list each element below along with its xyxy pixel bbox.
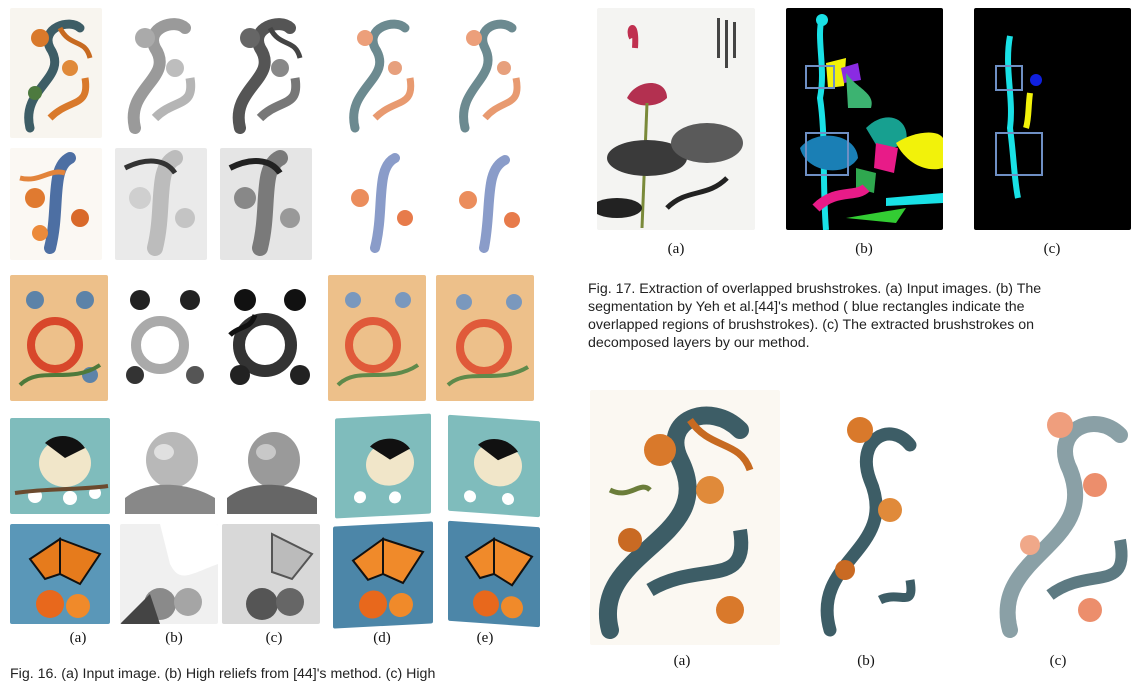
fig18-b-layer [800,400,930,645]
fig16-label-b: (b) [165,630,183,646]
fig16-r1-c-relief [220,8,312,138]
fig16-r5-d-result [333,521,433,629]
fig16-r4-a-chickadee-input [10,418,110,514]
fig17-caption-line-1: Fig. 17. Extraction of overlapped brushs… [588,281,1042,297]
fig16-r5-c-relief [222,524,320,624]
fig17-a-lotus-input [597,8,755,230]
fig16-r4-c-relief [222,418,320,514]
fig18-c-layer [990,395,1130,645]
fig17-label-c: (c) [1043,241,1061,257]
fig16-r4-d-result [335,413,431,519]
fig16-r1-a-rosemaling-input [10,8,102,138]
fig16-r2-a-rosemaling-input [10,148,102,260]
fig16-label-c: (c) [265,630,283,646]
fig17-label-a: (a) [667,241,685,257]
fig17-c-extracted [974,8,1131,230]
fig16-r5-e-result [448,520,540,628]
fig16-r3-e-result [436,275,534,401]
fig16-r2-b-relief [115,148,207,260]
fig16-r5-b-relief [120,524,218,624]
fig17-caption-line-3: overlapped regions of brushstrokes). (c)… [588,317,1035,333]
fig16-r5-a-butterfly-input [10,524,110,624]
fig16-r1-b-relief [115,8,207,138]
fig16-r3-c-relief [220,275,318,401]
fig18-label-b: (b) [857,653,875,669]
fig16-label-e: (e) [476,630,494,646]
fig16-r3-a-rosemaling-input [10,275,108,401]
fig16-label-a: (a) [69,630,87,646]
fig18-label-c: (c) [1049,653,1067,669]
fig16-r2-d-result [335,148,425,260]
fig16-label-d: (d) [373,630,391,646]
fig18-label-a: (a) [673,653,691,669]
fig16-r3-d-result [328,275,426,401]
fig16-r2-e-result [440,148,530,260]
fig16-r2-c-relief [220,148,312,260]
fig16-r1-e-result [440,8,530,138]
fig17-caption-line-2: segmentation by Yeh et al.[44]'s method … [588,299,1025,315]
fig16-r3-b-relief [115,275,213,401]
fig17-caption: Fig. 17. Extraction of overlapped brushs… [588,280,1136,352]
fig17-label-b: (b) [855,241,873,257]
fig16-r4-e-result [448,414,540,518]
fig17-b-segmentation [786,8,943,230]
fig17-caption-line-4: decomposed layers by our method. [588,335,810,351]
fig16-r4-b-relief [120,418,218,514]
fig18-a-rosemaling-input [590,390,780,645]
fig16-r1-d-result [335,8,425,138]
fig16-caption: Fig. 16. (a) Input image. (b) High relie… [10,666,436,682]
